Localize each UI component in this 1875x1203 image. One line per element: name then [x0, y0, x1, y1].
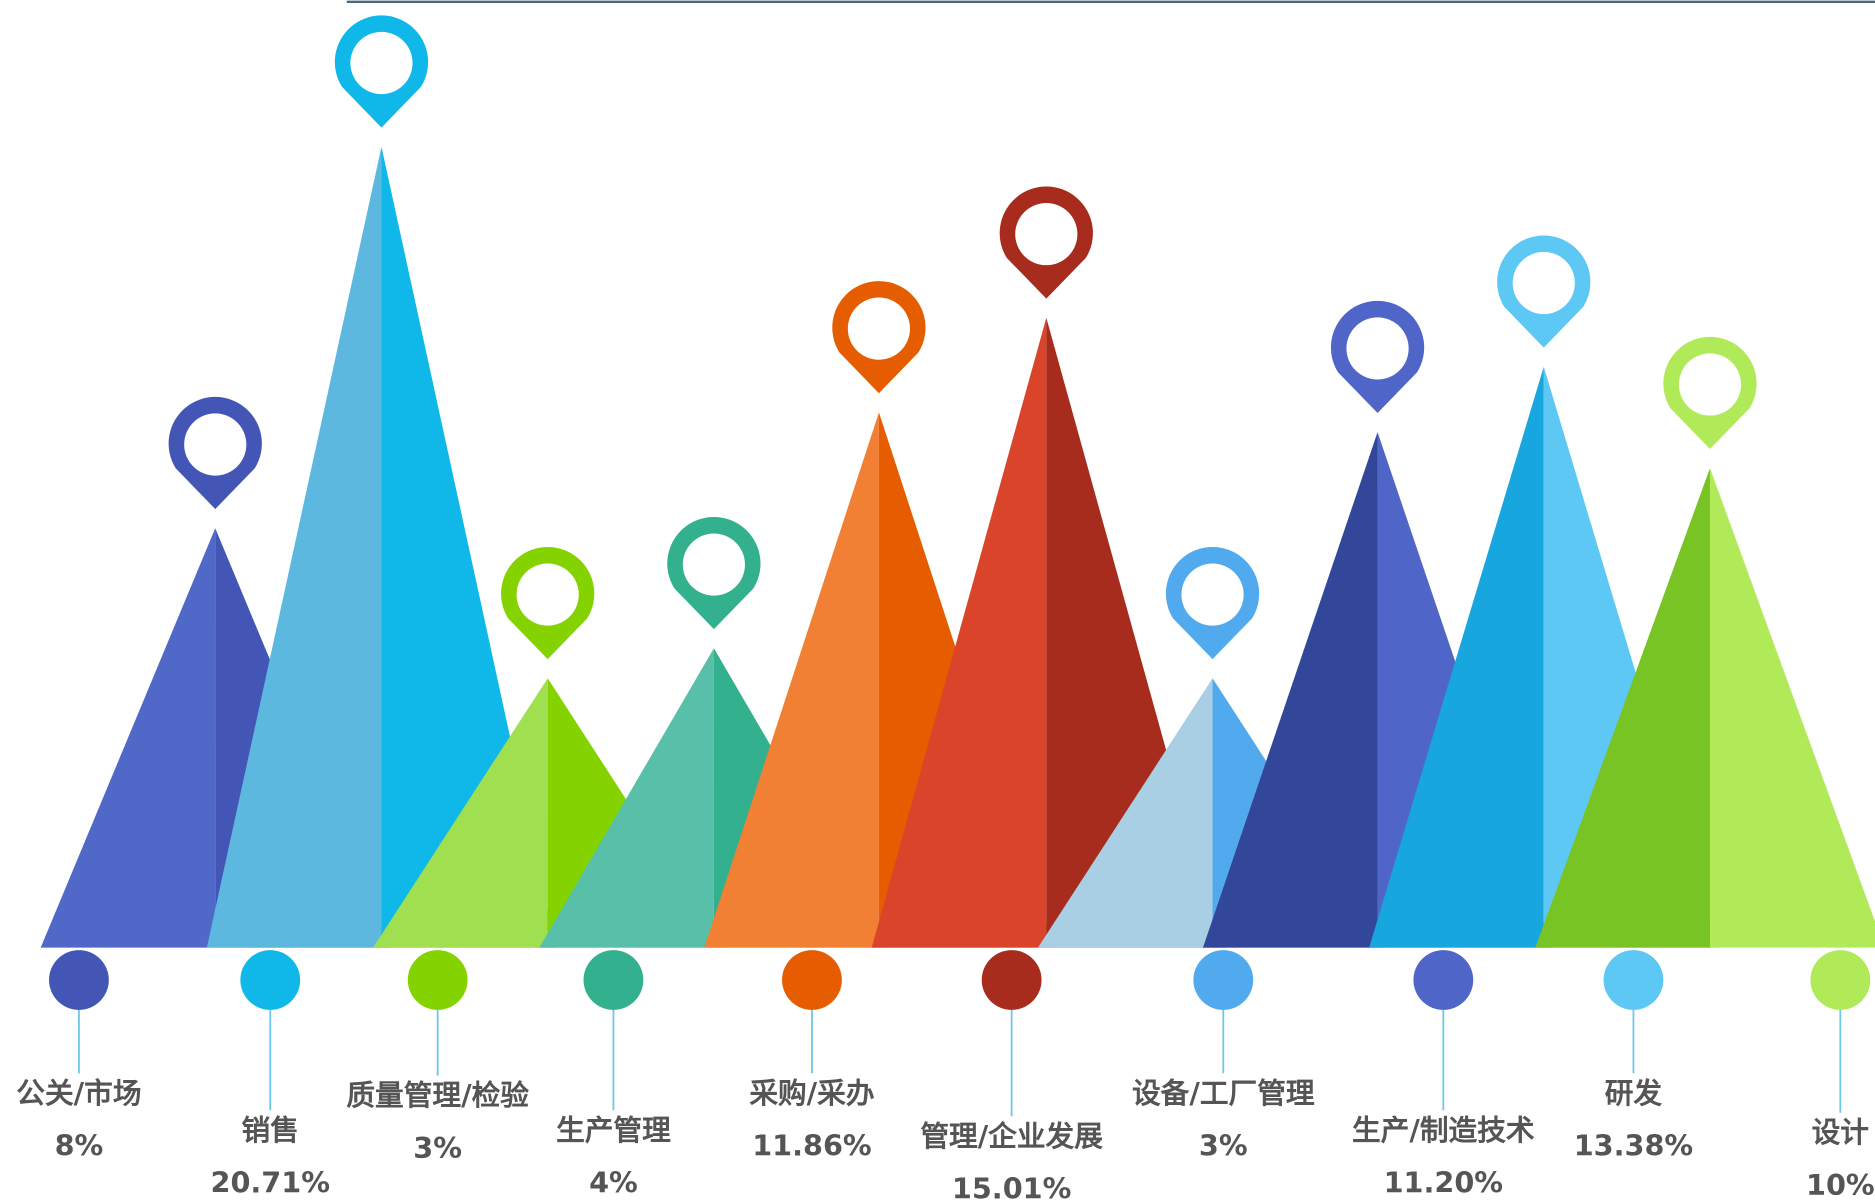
pin-hole [1346, 317, 1409, 380]
pin-hole [1181, 563, 1244, 626]
pin-hole [350, 31, 413, 95]
dot [981, 950, 1042, 1010]
dot [782, 950, 842, 1010]
category-label: 管理/企业发展 [920, 1119, 1103, 1153]
pin-hole [1015, 203, 1078, 266]
triangle-right [1709, 468, 1875, 948]
value-label: 11.86% [752, 1128, 872, 1162]
pin-hole [184, 413, 247, 476]
pin-hole [847, 297, 910, 360]
category-label: 质量管理/检验 [346, 1078, 529, 1112]
category-label: 销售 [242, 1113, 299, 1147]
pin-hole [682, 533, 745, 596]
category-label: 生产/制造技术 [1352, 1113, 1535, 1147]
pin-hole [1512, 251, 1575, 315]
value-label: 13.38% [1574, 1128, 1693, 1162]
triangle-left [206, 146, 382, 948]
dot [240, 950, 301, 1010]
triangle-left [704, 412, 879, 948]
dot [583, 950, 644, 1010]
category-label: 设备/工厂管理 [1132, 1076, 1315, 1110]
triangle-left [871, 317, 1047, 948]
dot [1603, 950, 1664, 1010]
triangle-left [1369, 366, 1544, 948]
value-label: 8% [55, 1128, 104, 1162]
pin-hole [516, 563, 579, 626]
dot [1193, 950, 1254, 1010]
triangle-left [1535, 468, 1710, 948]
category-label: 采购/采办 [749, 1076, 875, 1110]
dot [1413, 950, 1474, 1010]
triangle-left [40, 528, 216, 948]
category-label: 设计 [1812, 1115, 1869, 1149]
value-label: 10% [1806, 1168, 1875, 1202]
pin-hole [1678, 353, 1742, 416]
dot [407, 950, 468, 1010]
category-label: 公关/市场 [16, 1076, 141, 1110]
triangle-right [1046, 317, 1221, 948]
value-label: 4% [589, 1165, 638, 1199]
category-label: 研发 [1605, 1076, 1663, 1110]
value-label: 20.71% [210, 1165, 330, 1199]
value-label: 3% [413, 1131, 462, 1165]
dot [49, 950, 109, 1010]
triangle-left [1202, 432, 1378, 948]
dot [1810, 950, 1871, 1010]
value-label: 3% [1199, 1128, 1248, 1162]
value-label: 11.20% [1384, 1165, 1503, 1199]
category-label: 生产管理 [556, 1113, 671, 1147]
value-label: 15.01% [952, 1171, 1072, 1203]
